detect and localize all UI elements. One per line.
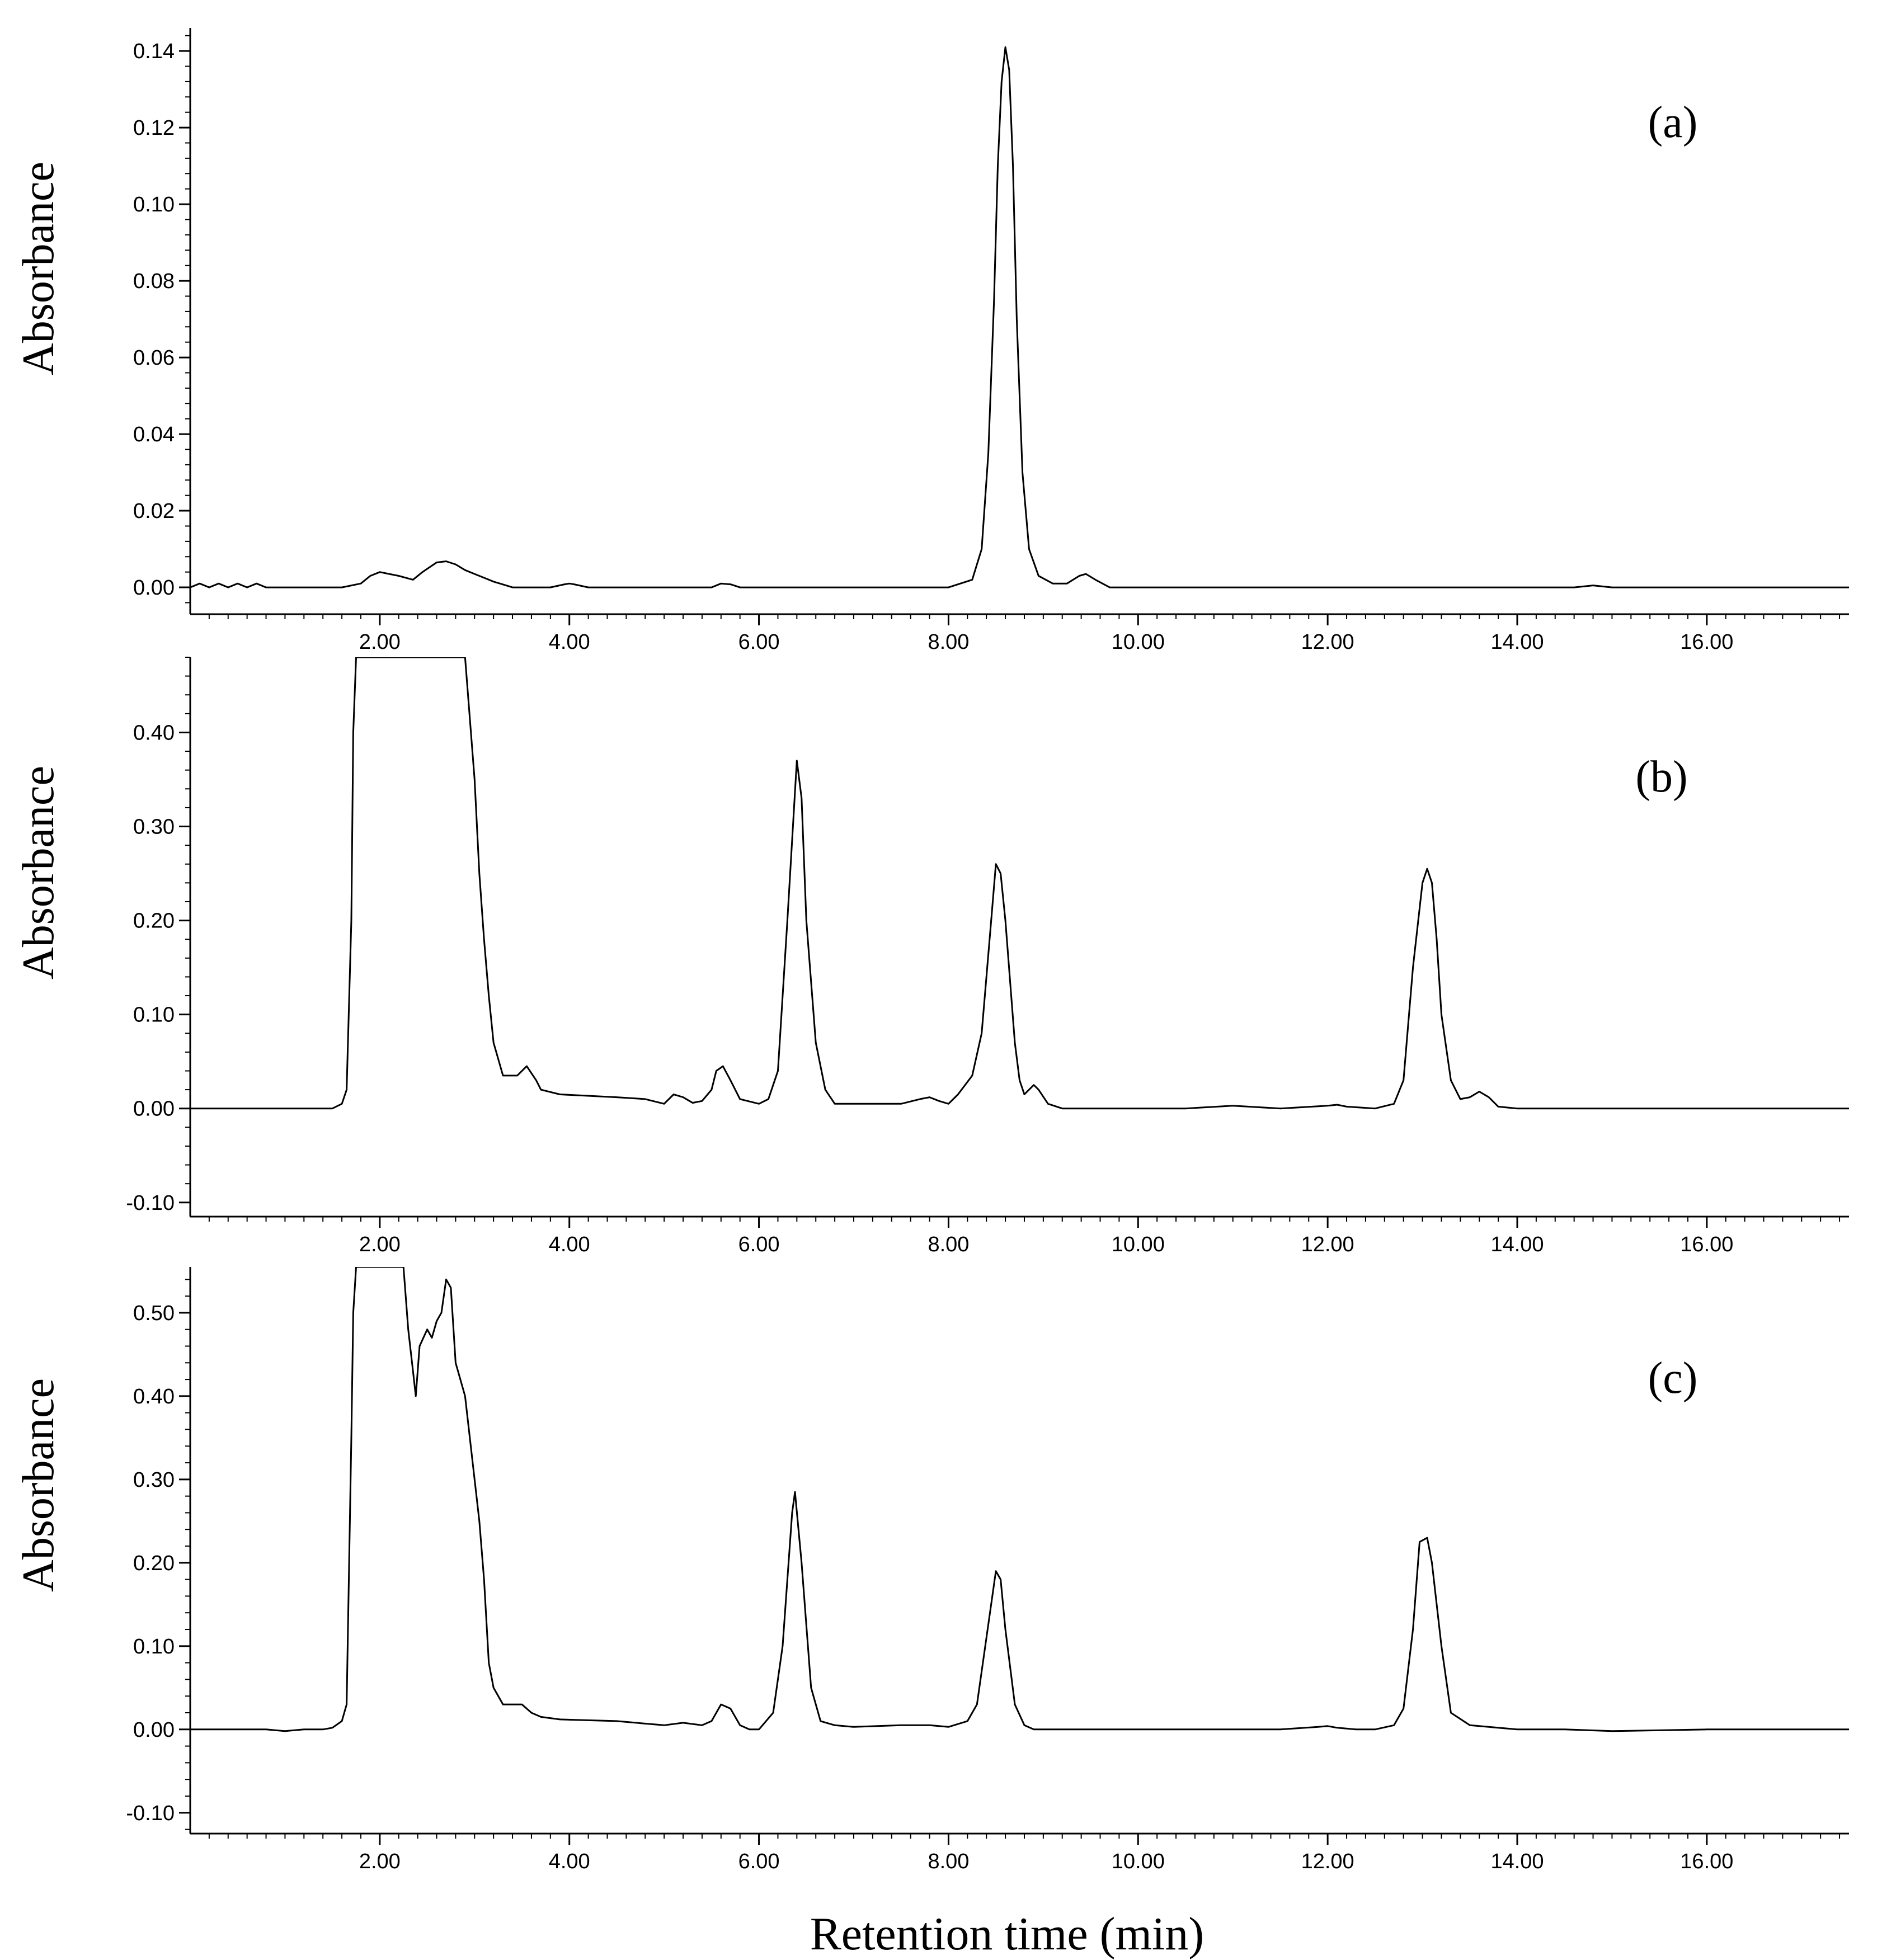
x-tick-label: 2.00	[359, 630, 401, 654]
x-tick-label: 12.00	[1301, 630, 1354, 654]
x-tick-label: 8.00	[928, 630, 969, 654]
panel-label: (a)	[1648, 98, 1698, 147]
x-tick-label: 12.00	[1301, 1233, 1354, 1256]
x-tick-label: 2.00	[359, 1850, 401, 1873]
x-tick-label: 14.00	[1490, 630, 1544, 654]
x-axis-label: Retention time (min)	[810, 1908, 1205, 1960]
y-axis-label: Absorbance	[14, 766, 63, 979]
x-tick-label: 8.00	[928, 1233, 969, 1256]
y-tick-label: 0.50	[133, 1302, 175, 1325]
x-tick-label: 14.00	[1490, 1850, 1544, 1873]
chart-panel-b: 2.00 4.00 6.00 8.00 10.00 12.00 14.00 16.00 -0.1…	[14, 657, 1849, 1256]
y-tick-label: 0.10	[133, 1003, 175, 1027]
y-axis-label: Absorbance	[14, 162, 63, 375]
x-tick-label: 4.00	[549, 1233, 590, 1256]
chromatogram-trace-a	[190, 46, 1849, 588]
y-axis-label: Absorbance	[14, 1378, 63, 1592]
x-tick-label: 16.00	[1680, 1233, 1733, 1256]
x-tick-label: 10.00	[1112, 1233, 1165, 1256]
x-tick-label: 4.00	[549, 1850, 590, 1873]
y-tick-label: 0.14	[133, 40, 175, 63]
y-tick-label: -0.10	[126, 1802, 175, 1825]
y-tick-label: -0.10	[126, 1191, 175, 1215]
x-tick-label: 10.00	[1112, 630, 1165, 654]
x-tick-label: 6.00	[738, 1233, 780, 1256]
chromatogram-trace-c	[190, 1267, 1849, 1732]
y-tick-label: 0.40	[133, 721, 175, 745]
y-tick-label: 0.00	[133, 1097, 175, 1121]
y-tick-label: 0.30	[133, 816, 175, 839]
y-tick-label: 0.12	[133, 116, 175, 140]
x-tick-label: 16.00	[1680, 630, 1733, 654]
y-tick-label: 0.20	[133, 1552, 175, 1575]
y-tick-label: 0.04	[133, 423, 175, 446]
y-tick-label: 0.10	[133, 1635, 175, 1659]
y-tick-label: 0.40	[133, 1385, 175, 1408]
y-tick-label: 0.00	[133, 1718, 175, 1742]
y-tick-label: 0.30	[133, 1468, 175, 1492]
y-tick-label: 0.08	[133, 270, 175, 293]
x-tick-label: 12.00	[1301, 1850, 1354, 1873]
chart-panel-c: 2.00 4.00 6.00 8.00 10.00 12.00 14.00 16.00 -0.1…	[14, 1267, 1849, 1873]
x-tick-label: 6.00	[738, 1850, 780, 1873]
x-tick-label: 14.00	[1490, 1233, 1544, 1256]
x-tick-label: 6.00	[738, 630, 780, 654]
y-tick-label: 0.00	[133, 576, 175, 600]
y-tick-label: 0.06	[133, 346, 175, 370]
x-tick-label: 2.00	[359, 1233, 401, 1256]
y-tick-label: 0.10	[133, 193, 175, 216]
y-tick-label: 0.02	[133, 500, 175, 523]
panels-group: 2.00 4.00 6.00 8.00 10.00 12.00 14.00 16.00 0.00…	[14, 28, 1849, 1873]
x-tick-label: 10.00	[1112, 1850, 1165, 1873]
panel-label: (b)	[1635, 752, 1687, 802]
x-tick-label: 4.00	[549, 630, 590, 654]
x-tick-label: 16.00	[1680, 1850, 1733, 1873]
chart-panel-a: 2.00 4.00 6.00 8.00 10.00 12.00 14.00 16.00 0.00…	[14, 28, 1849, 654]
y-tick-label: 0.20	[133, 910, 175, 933]
chromatogram-trace-b	[190, 657, 1849, 1110]
panel-label: (c)	[1648, 1354, 1698, 1403]
x-tick-label: 8.00	[928, 1850, 969, 1873]
